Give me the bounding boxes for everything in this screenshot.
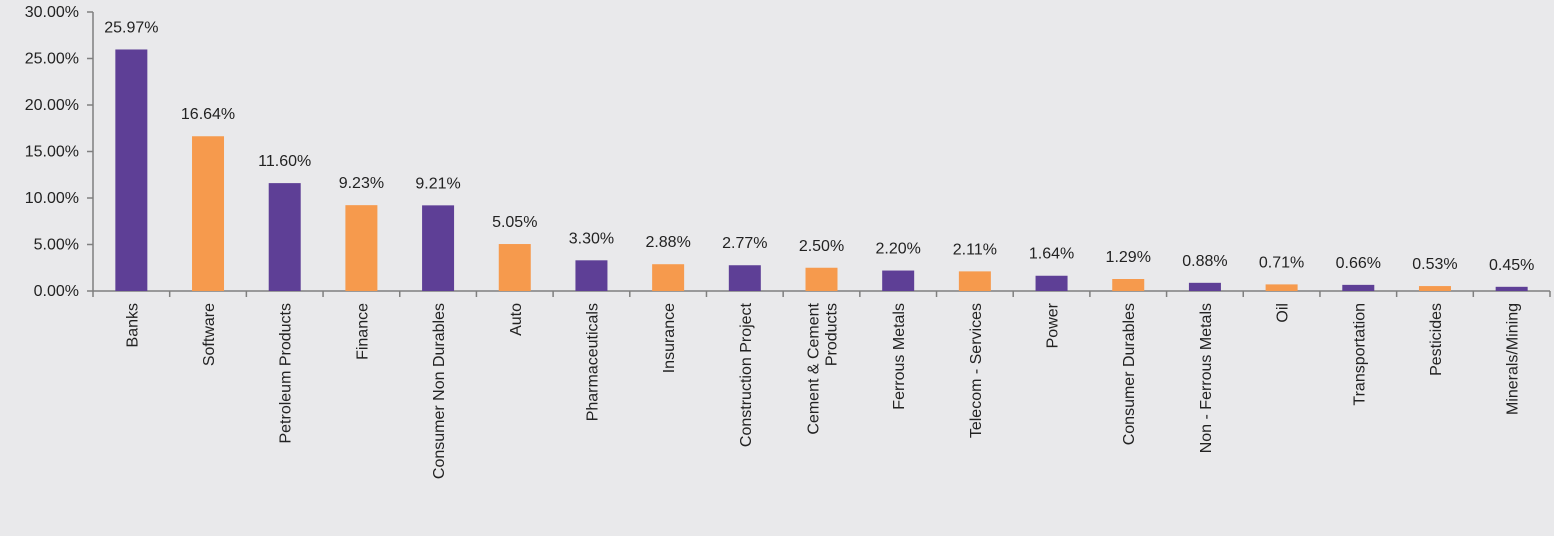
data-label: 3.30% <box>569 230 614 247</box>
category-label-line: Petroleum Products <box>278 303 295 444</box>
data-label: 0.71% <box>1259 254 1304 271</box>
category-label: Pesticides <box>1428 303 1445 376</box>
category-label: Telecom - Services <box>968 303 985 438</box>
category-label: Oil <box>1275 303 1292 323</box>
y-tick-label: 15.00% <box>25 144 79 161</box>
y-tick-label: 10.00% <box>25 190 79 207</box>
y-tick-label: 30.00% <box>25 4 79 21</box>
bar <box>1265 284 1298 291</box>
category-label-line: Minerals/Mining <box>1505 303 1522 415</box>
y-tick-label: 0.00% <box>34 283 79 300</box>
bar <box>805 267 838 291</box>
category-label-line: Pesticides <box>1428 303 1445 376</box>
bar <box>268 183 301 291</box>
category-label: Consumer Non Durables <box>431 303 448 479</box>
category-label: Finance <box>354 303 371 360</box>
data-label: 25.97% <box>104 19 158 36</box>
category-label: Insurance <box>661 303 678 373</box>
bar <box>575 260 608 291</box>
bar <box>1342 284 1375 291</box>
bar <box>345 205 378 291</box>
category-label-line: Construction Project <box>738 302 755 447</box>
data-label: 9.23% <box>339 175 384 192</box>
data-label: 0.66% <box>1336 255 1381 272</box>
y-tick-label: 20.00% <box>25 97 79 114</box>
category-label-line: Oil <box>1275 303 1292 323</box>
bar <box>1112 279 1145 291</box>
category-label-line: Banks <box>124 303 141 347</box>
bar <box>422 205 455 291</box>
category-label-line: Pharmaceuticals <box>584 303 601 421</box>
category-label-line: Auto <box>508 303 525 336</box>
category-label-line: Software <box>201 303 218 366</box>
category-label: Auto <box>508 303 525 336</box>
y-tick-label: 25.00% <box>25 51 79 68</box>
bar <box>115 49 148 291</box>
category-labels-group: Banks Software Petroleum Products Finance Co… <box>124 302 1521 479</box>
bar <box>958 271 991 291</box>
category-label: Construction Project <box>738 302 755 447</box>
category-label: Software <box>201 303 218 366</box>
data-label: 1.64% <box>1029 246 1074 263</box>
category-label-line: Transportation <box>1351 303 1368 406</box>
data-label: 2.88% <box>645 234 690 251</box>
category-label: Consumer Durables <box>1121 303 1138 445</box>
data-label: 0.45% <box>1489 257 1534 274</box>
bar <box>882 270 915 291</box>
bar <box>1188 282 1221 291</box>
bar <box>1035 275 1068 291</box>
category-label: Petroleum Products <box>278 303 295 444</box>
y-tick-label: 5.00% <box>34 237 79 254</box>
y-axis: 0.00% 5.00% 10.00% 15.00% 20.00% 25.00% 30.00% <box>25 4 94 300</box>
data-label: 2.77% <box>722 235 767 252</box>
data-label: 0.53% <box>1412 256 1457 273</box>
data-label: 1.29% <box>1106 249 1151 266</box>
category-label-line: Insurance <box>661 303 678 373</box>
category-label: Power <box>1045 302 1062 348</box>
bar <box>1418 286 1451 291</box>
bar <box>728 265 761 291</box>
category-label-line: Consumer Durables <box>1121 303 1138 445</box>
category-label: Minerals/Mining <box>1505 303 1522 415</box>
category-label-line: Consumer Non Durables <box>431 303 448 479</box>
bar <box>652 264 685 291</box>
category-label: Transportation <box>1351 303 1368 406</box>
category-label: Pharmaceuticals <box>584 303 601 421</box>
bar <box>192 136 225 291</box>
bars-group <box>115 49 1528 291</box>
category-label: Cement & CementProducts <box>806 302 841 434</box>
category-label-line: Power <box>1045 302 1062 348</box>
data-label: 2.50% <box>799 238 844 255</box>
data-label: 5.05% <box>492 214 537 231</box>
category-label-line: Ferrous Metals <box>891 303 908 410</box>
category-label-line: Telecom - Services <box>968 303 985 438</box>
data-label: 16.64% <box>181 106 235 123</box>
data-label: 11.60% <box>258 153 311 170</box>
bar <box>498 244 531 291</box>
category-label: Banks <box>124 303 141 347</box>
bar <box>1495 286 1528 291</box>
data-label: 9.21% <box>415 175 460 192</box>
category-label-line: Products <box>824 303 841 366</box>
category-label-line: Non - Ferrous Metals <box>1198 303 1215 453</box>
data-label: 0.88% <box>1182 253 1227 270</box>
category-label: Ferrous Metals <box>891 303 908 410</box>
category-label-line: Cement & Cement <box>806 302 823 434</box>
x-axis <box>92 290 1551 297</box>
data-label: 2.20% <box>875 241 920 258</box>
data-labels-group: 25.97% 16.64% 11.60% 9.23% 9.21% 5.05% 3.30% 2.… <box>104 19 1534 273</box>
category-label: Non - Ferrous Metals <box>1198 303 1215 453</box>
data-label: 2.11% <box>953 241 997 258</box>
category-label-line: Finance <box>354 303 371 360</box>
